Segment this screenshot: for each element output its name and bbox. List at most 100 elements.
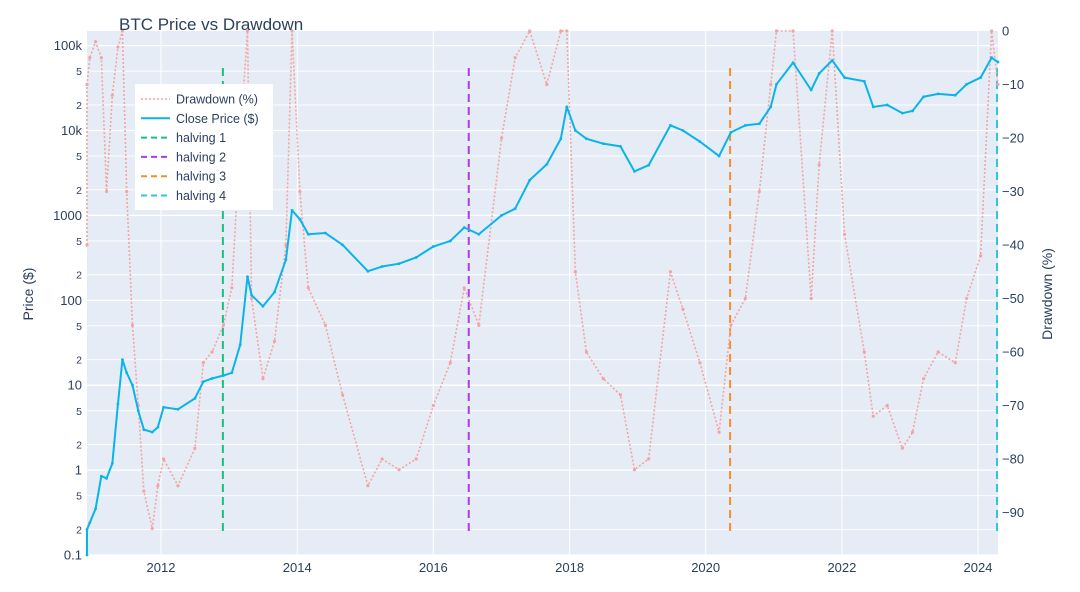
drawdown-point — [757, 189, 761, 194]
drawdown-point — [93, 40, 98, 44]
legend: Drawdown (%) Close Price ($) halving 1 halv… — [135, 84, 273, 210]
drawdown-point — [921, 377, 926, 381]
drawdown-point — [162, 457, 166, 461]
price-point — [633, 169, 636, 173]
price-point — [922, 95, 925, 99]
drawdown-point — [601, 377, 605, 381]
y-axis-label: Price ($) — [20, 268, 36, 321]
price-point — [162, 405, 166, 409]
price-point — [99, 474, 103, 478]
price-point — [990, 56, 994, 60]
drawdown-point — [513, 56, 517, 60]
price-point — [261, 304, 265, 308]
y2-tick-label: −50 — [1002, 291, 1024, 306]
x-axis-ticks: 2012 2014 2016 2018 2020 2022 2024 — [147, 560, 993, 575]
price-point — [290, 208, 294, 212]
price-point — [885, 103, 889, 107]
y-minor-tick-label: 5 — [76, 491, 82, 503]
price-point — [246, 275, 249, 279]
price-point — [201, 380, 205, 384]
y2-tick-label: −60 — [1002, 345, 1024, 360]
price-point — [397, 262, 401, 266]
drawdown-point — [698, 361, 702, 365]
series-layer — [85, 28, 1000, 557]
price-point — [513, 207, 517, 211]
y2-tick-label: −70 — [1002, 398, 1024, 413]
y-axis-ticks: 0.1 1 10 100 1000 10k 100k 2 5 2 5 2 5 2 5 2 5 2 5 — [53, 38, 82, 562]
y2-tick-label: −90 — [1002, 505, 1024, 520]
price-point — [105, 476, 108, 480]
price-point — [791, 61, 795, 65]
drawdown-point — [573, 270, 577, 274]
drawdown-point — [910, 430, 915, 434]
drawdown-point — [717, 430, 721, 434]
drawdown-point — [477, 323, 481, 327]
price-point — [862, 79, 866, 83]
drawdown-point — [290, 29, 294, 33]
y2-tick-label: −40 — [1002, 238, 1024, 253]
y-minor-tick-label: 5 — [76, 236, 82, 248]
legend-label: Close Price ($) — [176, 112, 259, 126]
y2-axis-label: Drawdown (%) — [1039, 248, 1055, 340]
legend-label: halving 1 — [176, 131, 226, 145]
drawdown-point — [85, 243, 89, 247]
drawdown-point — [830, 29, 834, 33]
drawdown-point — [397, 468, 401, 472]
price-point — [601, 142, 605, 146]
price-point — [222, 374, 225, 377]
x-tick-label: 2012 — [147, 560, 176, 575]
drawdown-point — [545, 82, 549, 87]
y2-tick-label: −80 — [1002, 452, 1024, 467]
price-point — [238, 343, 242, 347]
drawdown-point — [559, 29, 563, 33]
price-point — [131, 383, 134, 387]
price-point — [462, 226, 466, 229]
y2-tick-label: −30 — [1002, 184, 1024, 199]
drawdown-point — [729, 323, 733, 327]
y-tick-label: 10k — [61, 123, 82, 138]
drawdown-point — [681, 307, 685, 311]
price-point — [996, 60, 1000, 64]
y-minor-tick-label: 5 — [76, 151, 82, 163]
y-tick-label: 1000 — [53, 208, 82, 223]
drawdown-point — [774, 29, 779, 33]
drawdown-point — [272, 339, 277, 343]
drawdown-point — [156, 484, 160, 488]
drawdown-point — [769, 82, 773, 87]
x-tick-label: 2022 — [827, 560, 856, 575]
y-tick-label: 10 — [68, 378, 82, 393]
price-point — [230, 371, 234, 375]
y2-tick-label: −10 — [1002, 77, 1024, 92]
legend-label: Drawdown (%) — [176, 93, 258, 107]
drawdown-point — [743, 296, 747, 301]
price-point — [500, 214, 503, 217]
y2-tick-label: −20 — [1002, 131, 1024, 146]
price-point — [156, 425, 160, 429]
y-minor-tick-label: 2 — [76, 524, 82, 536]
drawdown-point — [885, 403, 889, 408]
drawdown-point — [842, 232, 847, 236]
price-point — [698, 140, 702, 144]
price-point — [110, 461, 114, 465]
price-point — [769, 105, 773, 109]
price-point — [210, 377, 214, 380]
y-minor-tick-label: 2 — [76, 100, 82, 112]
drawdown-point — [176, 484, 180, 488]
price-point — [871, 105, 875, 109]
price-point — [545, 162, 549, 166]
price-point — [559, 137, 563, 141]
y-minor-tick-label: 2 — [76, 440, 82, 452]
drawdown-point — [142, 489, 146, 493]
drawdown-point — [990, 29, 994, 33]
price-point — [669, 123, 672, 127]
drawdown-point — [565, 29, 569, 33]
price-point — [306, 232, 310, 236]
drawdown-point — [936, 350, 940, 354]
drawdown-point — [996, 82, 1000, 87]
price-point — [900, 111, 904, 115]
legend-label: halving 3 — [176, 170, 226, 184]
drawdown-point — [245, 29, 250, 33]
drawdown-point — [221, 323, 226, 327]
drawdown-point — [668, 270, 673, 274]
y-minor-tick-label: 5 — [76, 406, 82, 418]
